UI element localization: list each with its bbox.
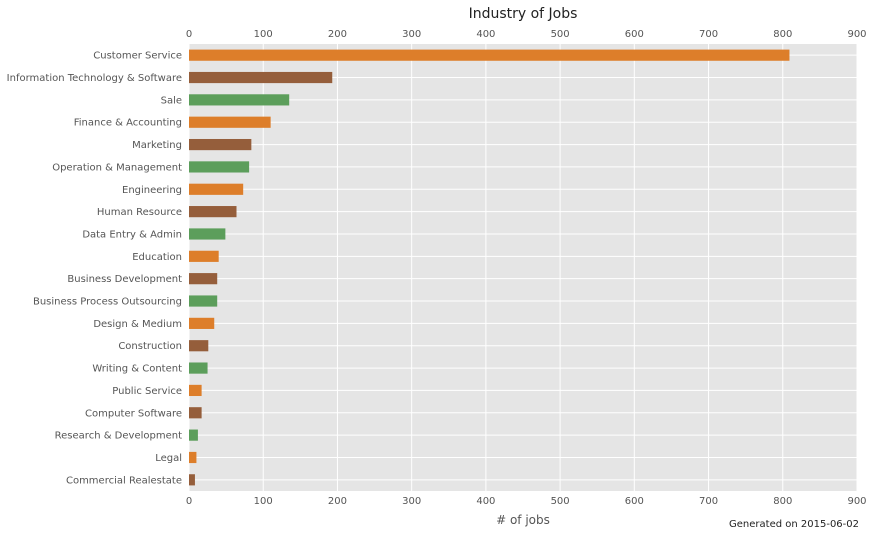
bar: [189, 362, 208, 374]
bar: [189, 340, 209, 352]
bar: [189, 183, 244, 195]
bar: [189, 295, 218, 307]
x-tick-label-bottom: 700: [699, 496, 718, 507]
category-label: Sale: [161, 95, 182, 106]
top-x-tick-labels: 0 100 200 300 400 500 600 700 800 900: [186, 29, 867, 40]
x-tick-label-bottom: 400: [476, 496, 495, 507]
bar: [189, 474, 195, 486]
x-tick-label-top: 700: [699, 29, 718, 40]
x-tick-label-bottom: 600: [625, 496, 644, 507]
x-tick-label-bottom: 800: [773, 496, 792, 507]
bar: [189, 250, 219, 262]
category-label: Engineering: [122, 185, 182, 196]
x-tick-label-top: 200: [328, 29, 347, 40]
category-label: Business Development: [67, 274, 182, 285]
generated-date-note: Generated on 2015-06-02: [729, 519, 859, 530]
category-label: Human Resource: [97, 207, 182, 218]
x-tick-label-bottom: 100: [254, 496, 273, 507]
bar: [189, 206, 237, 218]
category-label: Construction: [118, 341, 182, 352]
bar: [189, 451, 197, 464]
bar: [189, 384, 202, 397]
bar: [189, 138, 252, 151]
x-tick-label-bottom: 300: [402, 496, 421, 507]
x-tick-label-top: 100: [254, 29, 273, 40]
x-axis-label: # of jobs: [496, 513, 550, 527]
x-tick-label-top: 800: [773, 29, 792, 40]
category-label: Finance & Accounting: [74, 118, 182, 129]
bottom-x-tick-labels: 0 100 200 300 400 500 600 700 800 900: [186, 496, 867, 507]
x-tick-label-top: 400: [476, 29, 495, 40]
x-tick-label-bottom: 900: [847, 496, 866, 507]
category-label: Marketing: [132, 140, 182, 151]
x-tick-label-top: 300: [402, 29, 421, 40]
x-tick-label-top: 600: [625, 29, 644, 40]
bar: [189, 161, 250, 173]
x-tick-label-top: 900: [847, 29, 866, 40]
category-label: Customer Service: [93, 51, 182, 62]
bar: [189, 407, 202, 419]
x-tick-label-top: 0: [186, 29, 192, 40]
category-label: Commercial Realestate: [66, 475, 182, 486]
category-label: Information Technology & Software: [7, 73, 182, 84]
bar: [189, 429, 198, 441]
x-tick-label-bottom: 0: [186, 496, 192, 507]
bar: [189, 94, 290, 106]
category-label: Design & Medium: [93, 319, 182, 330]
bar: [189, 71, 333, 84]
bar: [189, 317, 215, 329]
bars-group: [189, 49, 790, 486]
x-tick-label-top: 500: [551, 29, 570, 40]
bar: [189, 228, 226, 240]
category-labels: Customer Service Information Technology &…: [7, 51, 182, 487]
category-label: Operation & Management: [52, 162, 182, 173]
x-tick-label-bottom: 200: [328, 496, 347, 507]
category-label: Public Service: [112, 386, 182, 397]
category-label: Writing & Content: [92, 364, 182, 375]
bar: [189, 116, 271, 128]
plot-background: [189, 44, 857, 491]
bar: [189, 49, 790, 61]
category-label: Business Process Outsourcing: [33, 297, 182, 308]
category-label: Research & Development: [55, 431, 182, 442]
category-label: Legal: [155, 453, 182, 464]
bar: [189, 273, 218, 285]
category-label: Data Entry & Admin: [82, 229, 182, 240]
chart-title: Industry of Jobs: [469, 6, 578, 22]
category-label: Computer Software: [85, 408, 182, 419]
x-tick-label-bottom: 500: [551, 496, 570, 507]
category-label: Education: [132, 252, 182, 263]
